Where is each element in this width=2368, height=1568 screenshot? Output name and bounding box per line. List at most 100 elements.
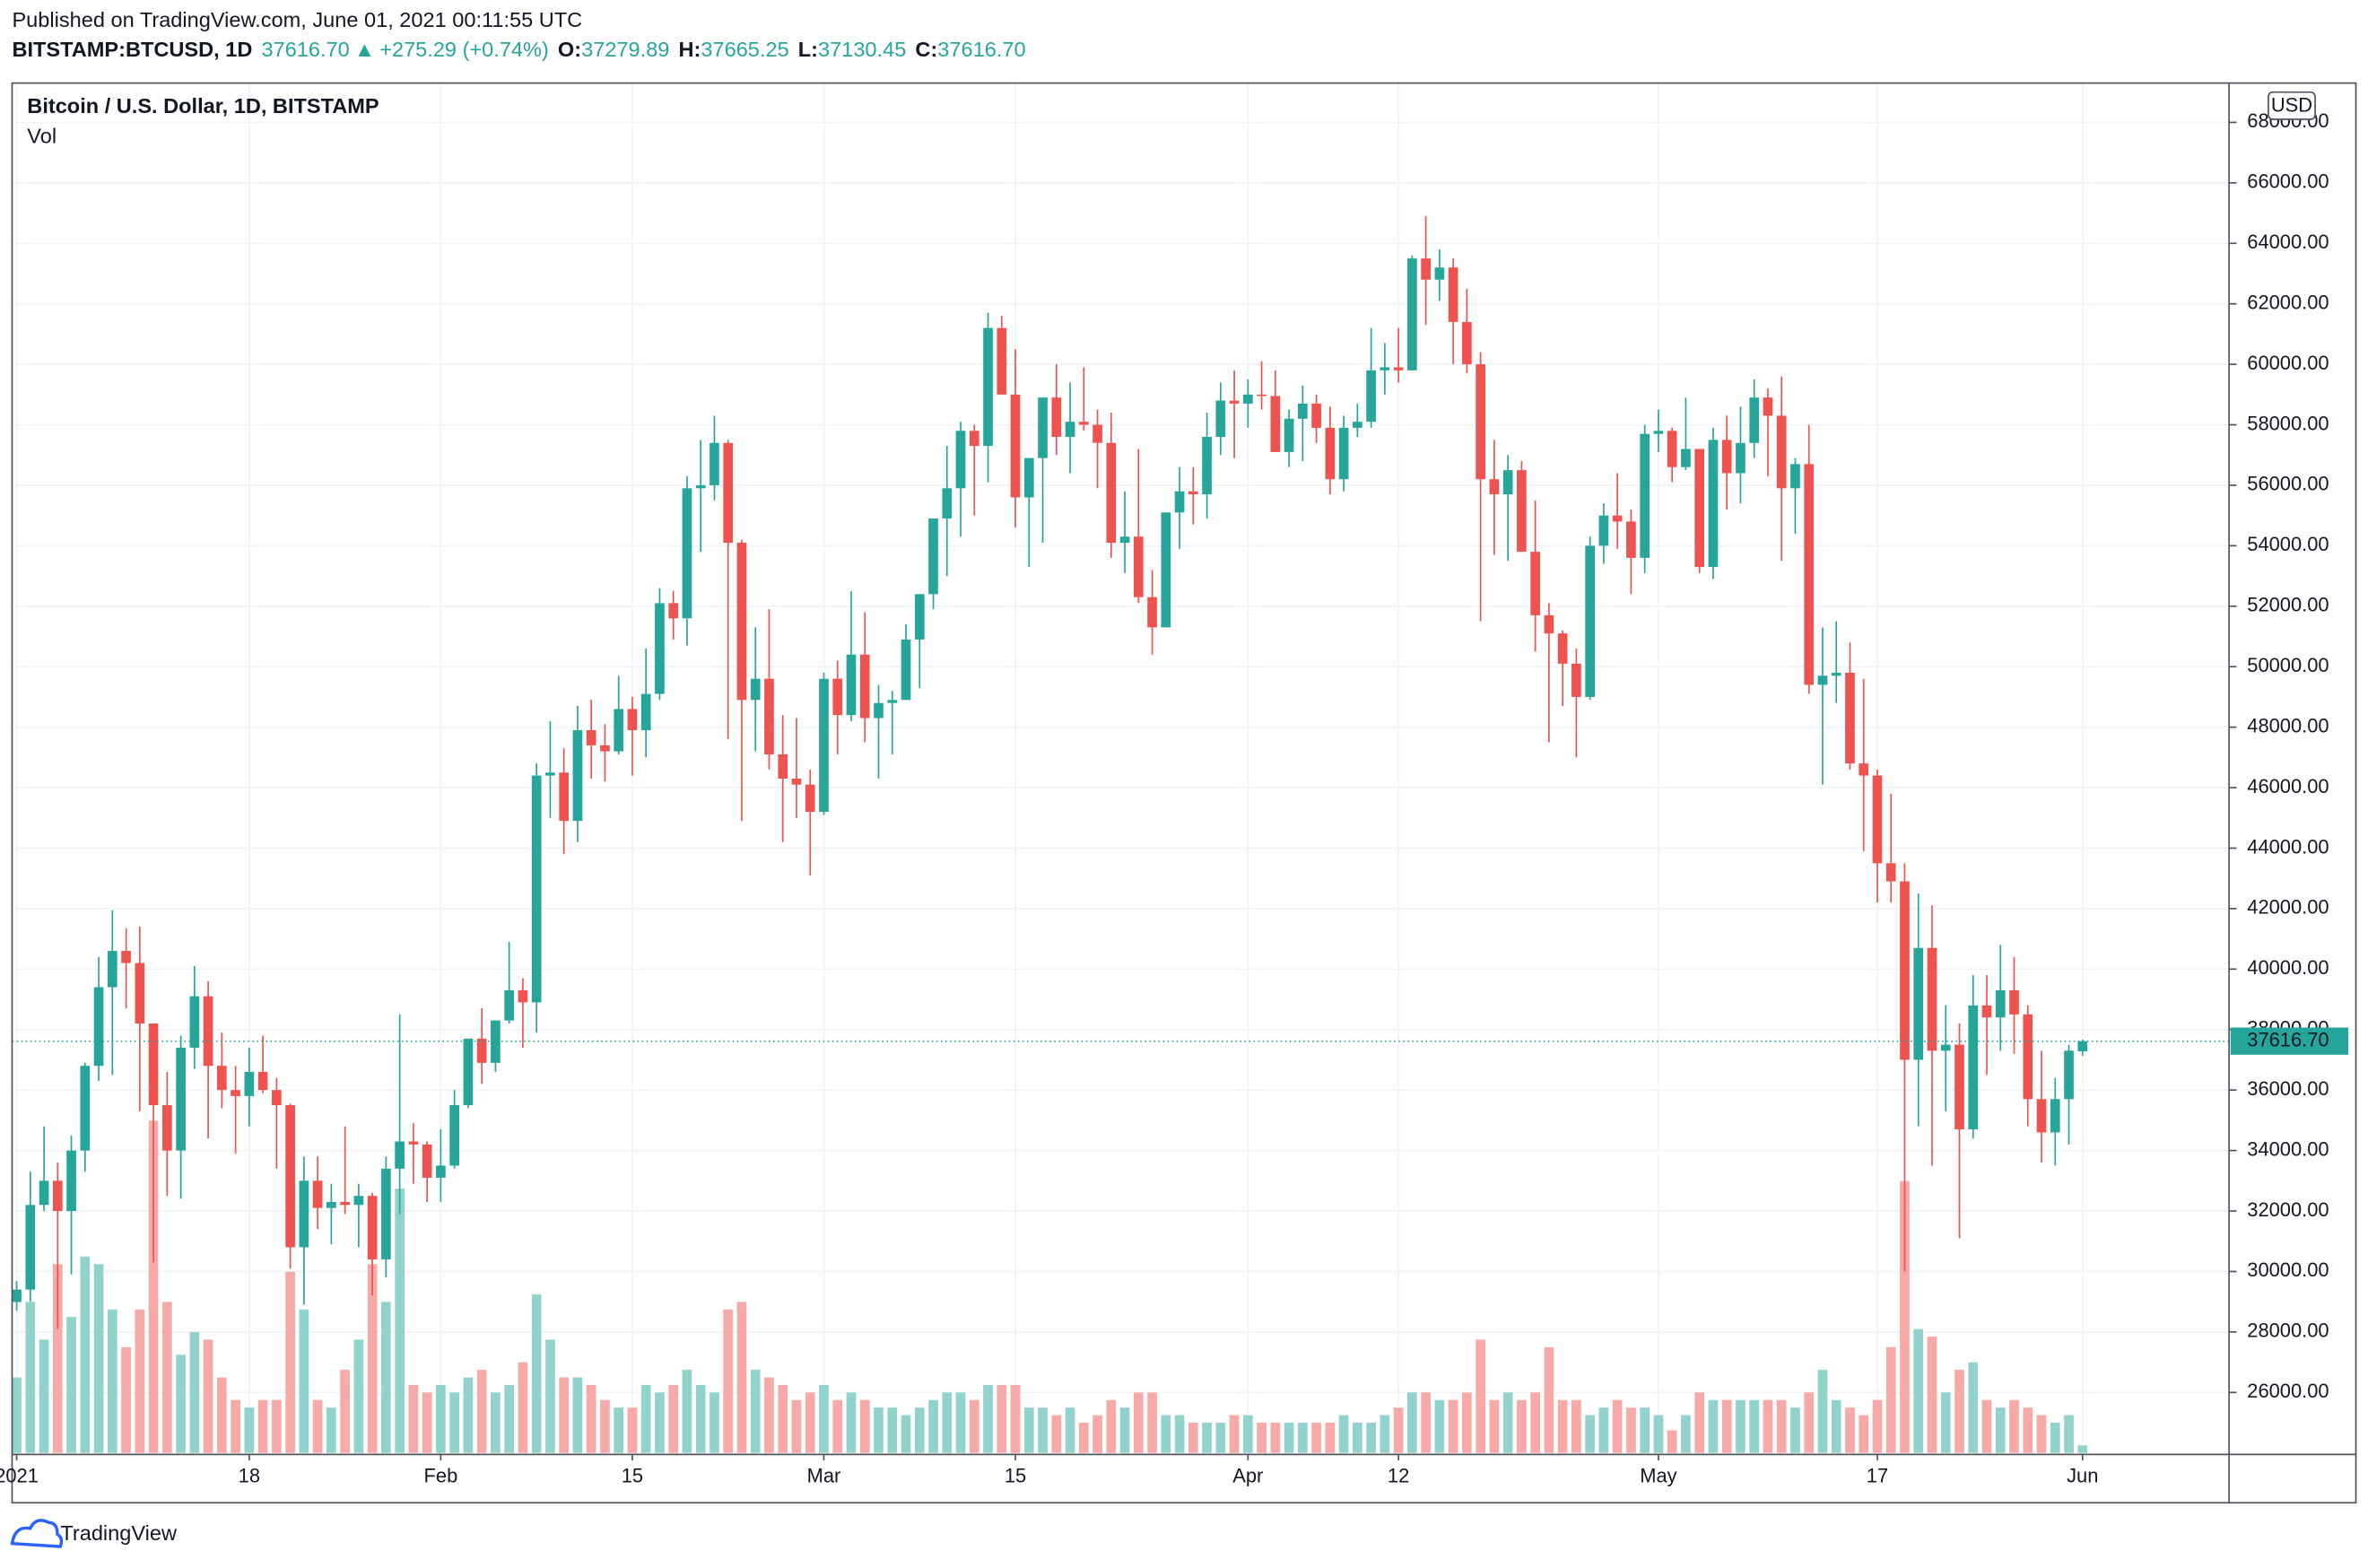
- candle-body: [819, 678, 829, 813]
- volume-bar: [586, 1384, 596, 1453]
- volume-bar: [25, 1302, 36, 1453]
- x-tick-label: Jun: [2067, 1464, 2098, 1486]
- volume-bar: [299, 1309, 309, 1453]
- candle-body: [93, 987, 104, 1067]
- volume-bar: [1817, 1370, 1828, 1453]
- x-tick-label: Apr: [1232, 1464, 1263, 1486]
- volume-bar: [340, 1370, 350, 1453]
- candle-body: [463, 1038, 474, 1106]
- last-price: 37616.70: [261, 38, 349, 61]
- volume-bar: [2064, 1415, 2074, 1453]
- candle-body: [1229, 400, 1240, 404]
- volume-bar: [1284, 1423, 1294, 1453]
- candle-body: [682, 488, 692, 619]
- candle-body: [340, 1201, 350, 1206]
- candle-body: [1667, 431, 1677, 467]
- volume-bar: [1940, 1392, 1951, 1453]
- candle-body: [1544, 614, 1554, 634]
- candle-body: [1202, 437, 1212, 495]
- volume-bar: [846, 1392, 857, 1453]
- candle-body: [859, 654, 870, 719]
- volume-bar: [805, 1392, 815, 1453]
- candle-body: [518, 989, 528, 1003]
- candle-body: [121, 951, 131, 963]
- candle-body: [272, 1090, 282, 1106]
- brand: TradingView: [60, 1521, 178, 1545]
- candle-body: [600, 745, 610, 752]
- volume-bar: [1476, 1339, 1485, 1453]
- candle-body: [476, 1038, 487, 1063]
- volume-bar: [1366, 1423, 1376, 1453]
- candle-body: [1010, 394, 1021, 498]
- candle-body: [1078, 422, 1089, 425]
- x-tick-label: Mar: [807, 1464, 841, 1486]
- candle-body: [1242, 394, 1253, 404]
- volume-bar: [668, 1384, 679, 1453]
- volume-bar: [12, 1377, 22, 1453]
- volume-bar: [1325, 1423, 1336, 1453]
- candle-body: [997, 327, 1007, 395]
- volume-bar: [1174, 1415, 1185, 1453]
- volume-bar: [326, 1407, 336, 1453]
- volume-bar: [1229, 1415, 1240, 1453]
- volume-bar: [1147, 1392, 1157, 1453]
- candle-body: [1653, 431, 1664, 434]
- volume-bar: [614, 1407, 624, 1453]
- volume-bar: [1530, 1392, 1540, 1453]
- volume-bar: [942, 1392, 953, 1453]
- candle-body: [655, 603, 665, 694]
- volume-bar: [1133, 1392, 1144, 1453]
- volume-bar: [244, 1407, 255, 1453]
- published-note: Published on TradingView.com, June 01, 2…: [12, 8, 582, 31]
- currency: USD: [2271, 93, 2312, 116]
- candle-body: [1913, 947, 1924, 1060]
- volume-bar: [1051, 1415, 1062, 1453]
- candle-body: [805, 784, 815, 813]
- chart-frame: [11, 82, 2357, 1504]
- candle-body: [1147, 597, 1157, 628]
- volume-bar: [1736, 1399, 1746, 1453]
- y-tick-label: 52000.00: [2247, 594, 2329, 616]
- volume-bar: [1900, 1180, 1910, 1453]
- volume-bar: [381, 1302, 391, 1453]
- volume-bar: [1653, 1415, 1664, 1453]
- volume-bar: [655, 1392, 665, 1453]
- candle-body: [395, 1141, 405, 1169]
- candle-body: [2077, 1041, 2088, 1052]
- volume-bar: [955, 1392, 966, 1453]
- volume-bar: [627, 1407, 638, 1453]
- volume-bar: [1721, 1399, 1732, 1453]
- candle-body: [764, 678, 774, 754]
- volume-bar: [1161, 1415, 1171, 1453]
- candle-body: [2009, 989, 2019, 1015]
- candle-body: [1257, 394, 1267, 396]
- candle-body: [969, 431, 979, 447]
- candle-body: [1133, 536, 1144, 597]
- volume-bar: [1093, 1415, 1102, 1453]
- candle-body: [1804, 464, 1815, 685]
- candle-body: [312, 1180, 323, 1208]
- candle-body: [1119, 536, 1130, 544]
- candle-body: [449, 1105, 459, 1166]
- candle-body: [39, 1180, 49, 1206]
- volume-bar: [750, 1370, 761, 1453]
- volume-bar: [217, 1377, 227, 1453]
- volume-bar: [463, 1377, 474, 1453]
- y-tick-label: 26000.00: [2247, 1380, 2329, 1402]
- volume-bar: [640, 1384, 651, 1453]
- x-tick-label: Feb: [424, 1464, 458, 1486]
- candle-body: [1093, 424, 1102, 443]
- volume-bar: [2077, 1445, 2088, 1453]
- candle-body: [1981, 1005, 1992, 1018]
- candle-body: [217, 1066, 227, 1091]
- volume-bar: [778, 1384, 788, 1453]
- change: +275.29 (+0.74%): [379, 38, 549, 61]
- volume-bar: [1311, 1423, 1321, 1453]
- candle-body: [1366, 370, 1376, 422]
- volume-bar: [1338, 1415, 1349, 1453]
- candle-body: [381, 1168, 391, 1259]
- volume-bar: [1667, 1430, 1677, 1453]
- volume-bar: [121, 1346, 131, 1453]
- candle-body: [1763, 397, 1773, 416]
